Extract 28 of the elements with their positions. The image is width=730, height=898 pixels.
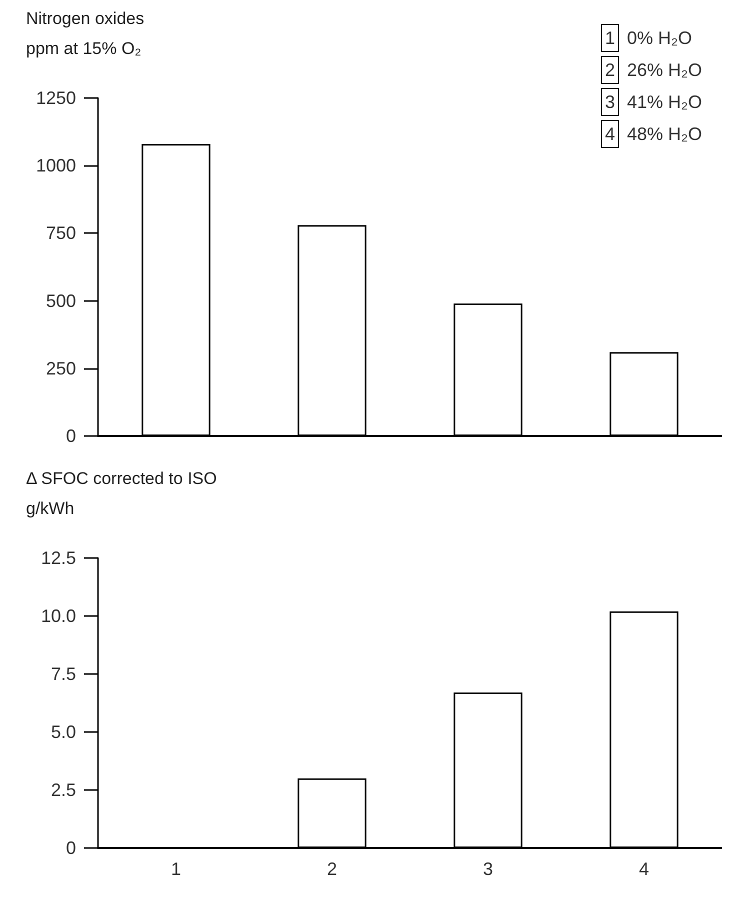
y-axis-title: ppm at 15% O₂: [26, 39, 142, 58]
y-tick-label: 250: [46, 358, 76, 378]
y-tick-label: 0: [66, 426, 76, 446]
y-tick-label: 12.5: [40, 548, 76, 568]
y-tick-label: 10.0: [40, 606, 76, 626]
annotation: 41% H₂O: [626, 92, 702, 112]
y-tick-label: 5.0: [50, 722, 76, 742]
chart-title: Δ SFOC corrected to ISO: [26, 469, 217, 488]
text: 26% H₂O: [626, 60, 702, 80]
x-tick-label: 2: [326, 859, 338, 879]
y-tick-label: 750: [46, 223, 76, 244]
category-label: 3: [604, 92, 615, 112]
x-tick-label: 1: [170, 859, 182, 879]
category-label: 2: [604, 60, 615, 80]
text: 0% H₂O: [626, 28, 692, 48]
chart-title: Nitrogen oxides: [26, 9, 144, 28]
x-tick-label: 4: [638, 859, 650, 879]
category-label: 1: [604, 28, 615, 48]
y-tick-label: 0: [66, 838, 76, 858]
y-tick-label: 7.5: [50, 664, 76, 684]
y-tick-label: 1000: [36, 156, 76, 176]
annotation: 48% H₂O: [626, 124, 702, 144]
category-label: 4: [604, 124, 615, 144]
y-tick-label: 1250: [36, 88, 76, 108]
y-tick-label: 2.5: [50, 780, 76, 800]
y-axis-title: g/kWh: [26, 499, 74, 518]
y-tick-label: 500: [46, 290, 76, 311]
x-tick-label: 3: [482, 859, 494, 879]
